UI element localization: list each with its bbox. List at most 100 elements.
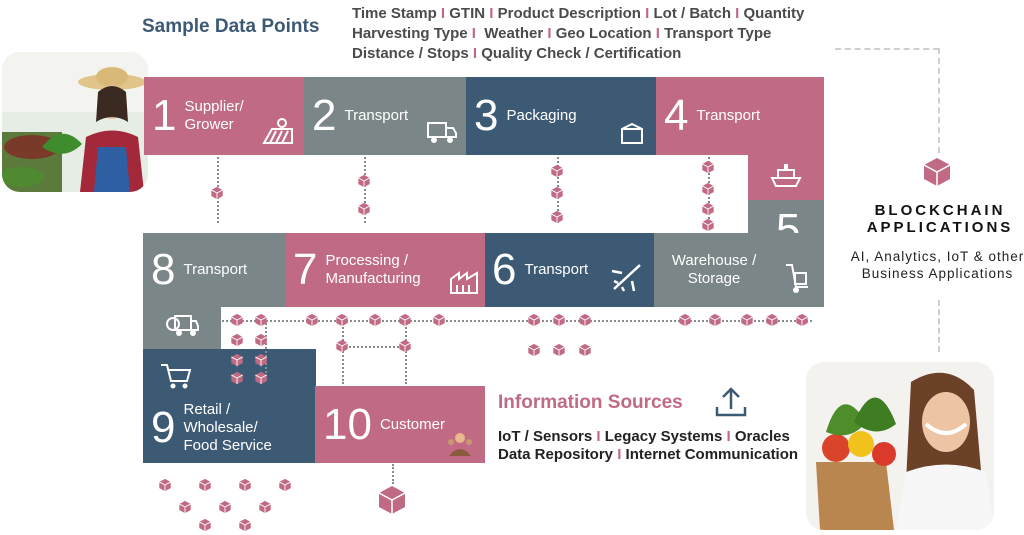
shopping-cart-icon [161,364,192,389]
step-label: Transport [696,107,761,124]
step-1-supplier-grower: 1 Supplier/ Grower [144,77,304,155]
step-label: Warehouse / Storage [671,252,757,287]
airplane-icon [611,264,641,292]
customer-photo [806,362,994,530]
dotted-connector [364,157,366,223]
data-cube-icon [255,333,267,347]
step-5-top [748,200,824,234]
dotted-connector [392,464,394,484]
data-cube-icon [336,313,348,327]
dotted-connector [342,320,344,384]
info-source: Internet Communication [625,446,799,463]
data-cube-icon [199,478,211,492]
data-cube-icon [336,339,348,353]
factory-icon [450,271,478,294]
data-cube-icon [306,313,318,327]
hand-truck-icon [786,264,808,293]
data-cube-icon [702,218,714,232]
step-4-extension [748,154,824,200]
step-label: Processing / Manufacturing [325,252,421,287]
info-source: IoT / Sensors [498,428,593,445]
data-point: Lot / Batch [653,5,732,22]
package-icon [621,122,643,144]
data-cube-icon [741,313,753,327]
dotted-connector [405,320,407,384]
step-number: 8 [151,245,176,294]
data-point: Time Stamp [352,5,437,22]
data-cube-icon [279,478,291,492]
data-cube-icon [579,343,591,357]
data-cube-icon [231,371,243,385]
data-cube-icon [433,313,445,327]
step-label: Transport [183,261,248,278]
data-cube-icon [231,313,243,327]
data-cube-icon [219,500,231,514]
step-number: 1 [152,91,177,140]
dotted-connector [265,320,267,380]
data-cube-icon [702,202,714,216]
data-cube-icon [553,343,565,357]
data-cube-icon [358,202,370,216]
data-cube-icon [553,313,565,327]
step-8-extension [143,306,221,350]
data-cube-icon [255,353,267,367]
connector-line [835,48,939,50]
data-cube-icon [399,313,411,327]
step-label: Retail / Wholesale/ Food Service [183,401,272,454]
data-cube-icon [679,313,691,327]
data-cube-icon [551,210,563,224]
upload-icon [715,387,747,417]
data-cube-icon [528,313,540,327]
data-cube-icon [551,186,563,200]
farm-icon [262,118,293,144]
info-sources-line-1: IoT / Sensors I Legacy Systems I Oracles [498,428,790,445]
data-cube-icon [766,313,778,327]
step-8-transport: 8 Transport [143,233,286,307]
data-cube-icon [551,164,563,178]
info-source: Data Repository [498,446,614,463]
ship-icon [770,164,802,187]
data-cube-icon [579,313,591,327]
data-cube-icon [159,478,171,492]
data-cube-icon [231,353,243,367]
data-points-line-1: Time Stamp I GTIN I Product Description … [352,5,805,22]
connector-line [938,48,940,153]
step-number: 6 [492,245,517,294]
data-cube-icon [378,486,406,514]
information-sources-title: Information Sources [498,392,683,413]
step-5-warehouse-storage: Warehouse / Storage [654,233,824,307]
info-source: Oracles [734,428,790,445]
step-7-processing-manufacturing: 7 Processing / Manufacturing [285,233,485,307]
data-point: Distance / Stops [352,45,469,62]
data-points-line-3: Distance / Stops I Quality Check / Certi… [352,45,682,62]
data-cube-icon [369,313,381,327]
data-cube-icon [399,339,411,353]
data-cube-icon [259,500,271,514]
data-cube-icon [199,518,211,532]
step-3-packaging: 3 Packaging [466,77,656,155]
data-cube-icon [239,478,251,492]
data-cube-icon [211,186,223,200]
step-label: Customer [379,415,445,433]
data-point: GTIN [449,5,486,22]
info-source: Legacy Systems [604,428,723,445]
data-cube-icon [528,343,540,357]
data-point: Transport Type [664,25,772,42]
farmer-photo [2,52,148,192]
data-point: Harvesting Type [352,25,468,42]
step-label: Supplier/ Grower [184,98,244,133]
connector-line [938,300,940,352]
data-cube-icon [239,518,251,532]
data-point: Product Description [497,5,641,22]
data-cube-icon [179,500,191,514]
step-number: 10 [323,399,372,449]
step-number: 4 [664,91,689,140]
sample-data-points-title: Sample Data Points [142,16,320,37]
data-cube-icon [358,174,370,188]
data-cube-icon [796,313,808,327]
blockchain-subtitle: AI, Analytics, IoT & other Business Appl… [850,249,1024,281]
step-number: 9 [151,403,176,452]
customer-icon [448,433,472,456]
info-sources-line-2: Data Repository I Internet Communication [498,446,799,463]
data-cube-icon [255,371,267,385]
